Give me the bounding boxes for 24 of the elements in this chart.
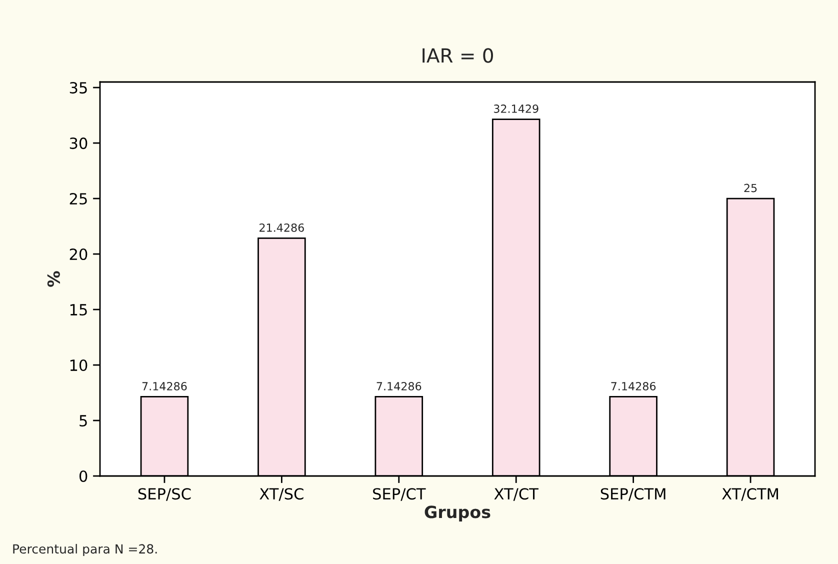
x-tick-label: XT/SC bbox=[260, 488, 304, 501]
chart-title: IAR = 0 bbox=[422, 48, 493, 63]
x-tick-label: XT/CTM bbox=[722, 488, 778, 501]
y-tick-label: 30 bbox=[70, 138, 88, 150]
x-tick-label: SEP/CT bbox=[373, 488, 426, 501]
data-label: 25 bbox=[744, 184, 757, 192]
y-tick-label: 15 bbox=[70, 304, 87, 316]
x-tick-label: SEP/SC bbox=[138, 488, 191, 501]
text: Percentual para N =28. bbox=[13, 544, 157, 556]
data-label: 7.14286 bbox=[611, 382, 656, 390]
data-label: 7.14286 bbox=[376, 382, 422, 390]
y-tick-label: 25 bbox=[70, 193, 87, 205]
data-label: 32.1429 bbox=[494, 104, 538, 113]
x-tick-label: SEP/CTM bbox=[600, 488, 666, 501]
y-tick-label: 35 bbox=[70, 82, 87, 94]
x-axis-title: Grupos bbox=[424, 506, 490, 522]
y-tick-label: 5 bbox=[80, 415, 87, 427]
data-label: 7.14286 bbox=[142, 382, 187, 390]
y-tick-label: 20 bbox=[70, 248, 88, 260]
y-tick-label: 10 bbox=[70, 359, 88, 372]
x-tick-label: XT/CT bbox=[494, 488, 538, 501]
y-tick-label: 0 bbox=[79, 470, 88, 482]
data-label: 21.4286 bbox=[260, 223, 304, 232]
y-axis-title: % bbox=[47, 271, 60, 287]
